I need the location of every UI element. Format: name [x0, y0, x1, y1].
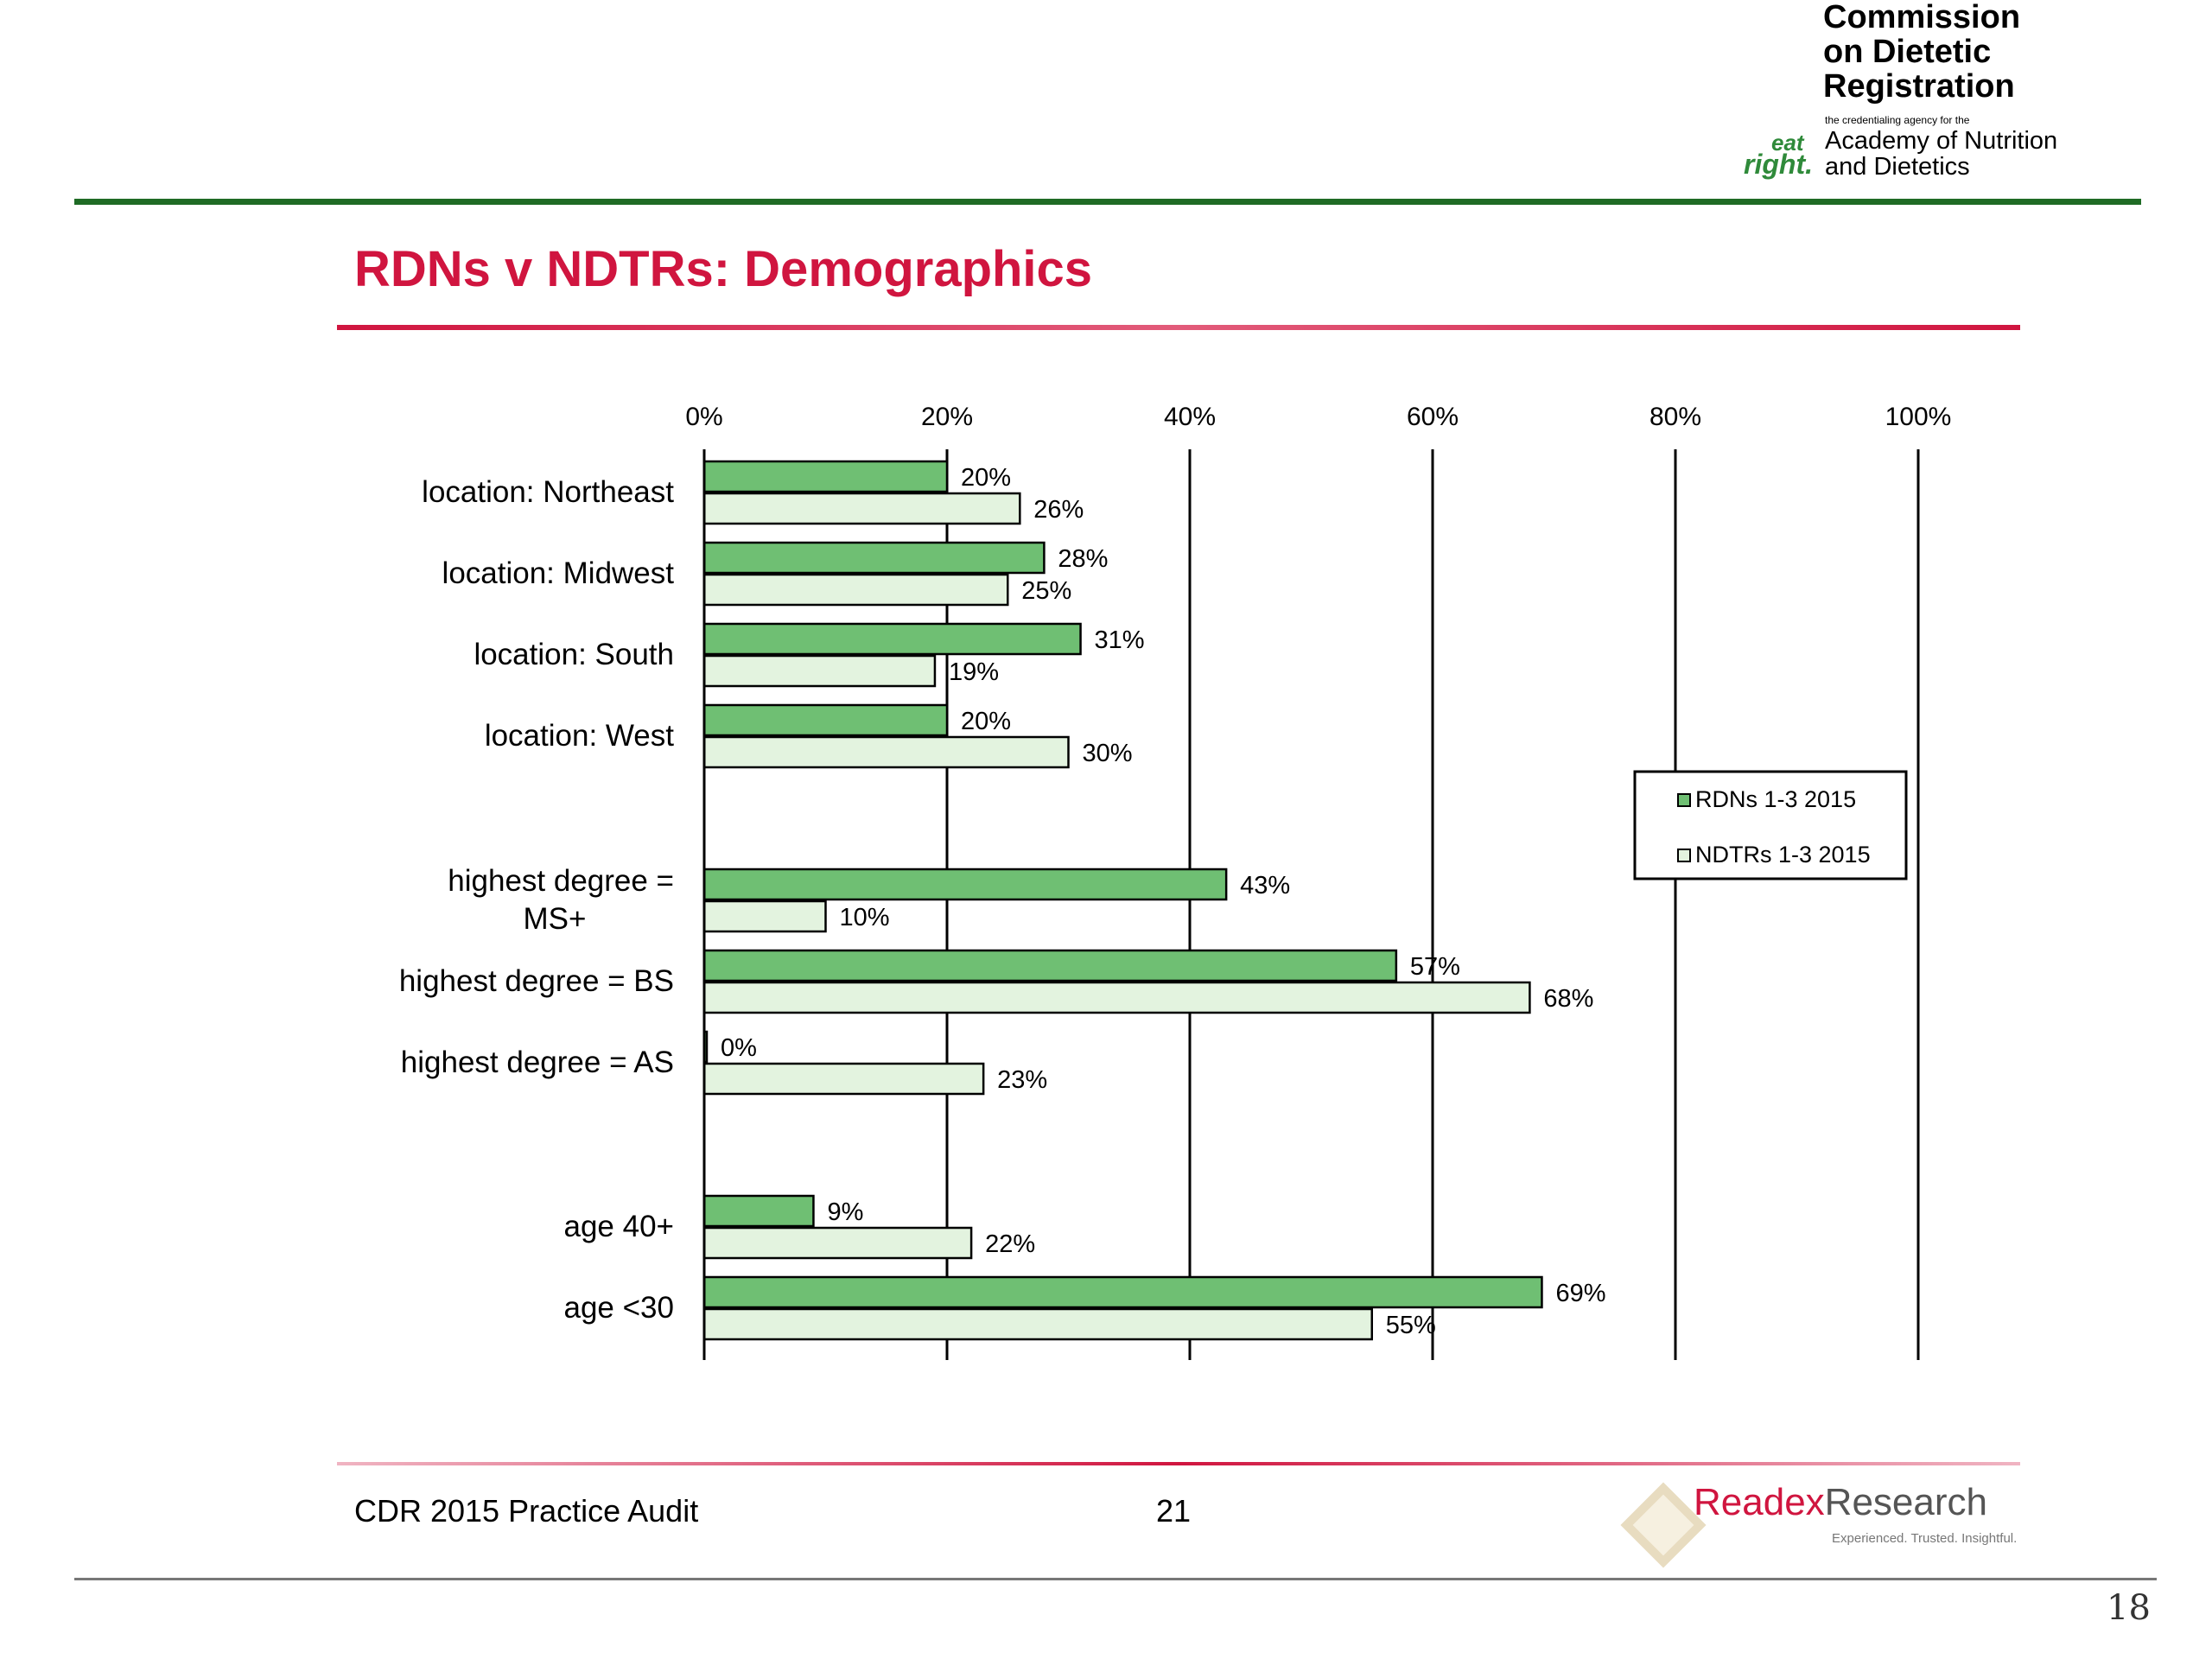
rdn-bar [702, 1194, 815, 1228]
readex-word-1: Readex [1694, 1481, 1825, 1523]
ndtr-bar [702, 981, 1531, 1014]
ndtr-bar [702, 573, 1009, 607]
logo-line-2: on Dietetic [1823, 34, 1992, 70]
readex-tagline: Experienced. Trusted. Insightful. [1832, 1531, 2018, 1546]
data-label: 9% [827, 1198, 863, 1226]
bottom-rule [74, 1578, 2157, 1580]
rdn-bar [702, 541, 1046, 575]
slide-number: 18 [2107, 1588, 2151, 1628]
ndtr-bar [702, 1062, 985, 1096]
legend-swatch [1677, 849, 1691, 862]
cdr-logo: Commission on Dietetic Registration the … [1737, 0, 2117, 190]
category-label: MS+ [524, 902, 587, 936]
data-label: 20% [961, 708, 1011, 735]
ndtr-bar [702, 654, 937, 688]
footer-rule [337, 1462, 2020, 1465]
rdn-bar [702, 622, 1082, 656]
readex-logo: ReadexResearch Experienced. Trusted. Ins… [1620, 1478, 2022, 1573]
ndtr-bar [702, 735, 1070, 769]
category-label: location: Midwest [442, 556, 675, 590]
rdn-bar [702, 949, 1398, 982]
category-label: location: South [474, 638, 674, 671]
readex-word-2: Research [1824, 1481, 1987, 1523]
x-tick-label: 40% [1164, 403, 1216, 431]
logo-line-3: Registration [1823, 68, 2015, 105]
data-label: 25% [1021, 577, 1071, 605]
academy-line-1: Academy of Nutrition [1825, 127, 2058, 155]
data-label: 68% [1543, 985, 1593, 1013]
category-label: highest degree = AS [401, 1046, 674, 1079]
rdn-bar [702, 703, 949, 737]
x-tick-label: 80% [1649, 403, 1701, 431]
category-label: location: West [485, 719, 674, 753]
category-label: age 40+ [564, 1210, 675, 1243]
logo-line-1: Commission [1823, 0, 2021, 35]
footer-page-number: 21 [1156, 1493, 1192, 1529]
data-label: 57% [1410, 953, 1460, 981]
top-green-rule [74, 199, 2141, 205]
rdn-bar [702, 868, 1228, 901]
data-label: 22% [985, 1230, 1035, 1258]
category-label: highest degree = [448, 864, 674, 898]
slide-title: RDNs v NDTRs: Demographics [354, 241, 1093, 297]
category-label: location: Northeast [422, 475, 674, 509]
data-label: 30% [1083, 740, 1133, 767]
rdn-bar [702, 1275, 1543, 1309]
legend-swatch [1677, 793, 1691, 807]
data-label: 23% [997, 1066, 1047, 1094]
ndtr-bar [702, 492, 1021, 525]
data-label: 26% [1033, 496, 1084, 524]
bar-chart: 0% 20% 40% 60% 80% 100% location: Northeast 20%… [399, 403, 1952, 1360]
readex-wordmark: ReadexResearch [1694, 1481, 1987, 1524]
data-label: 10% [840, 904, 890, 931]
data-label: 69% [1555, 1280, 1605, 1307]
eat-right-logo-right: right. [1744, 149, 1813, 180]
footer-text: CDR 2015 Practice Audit [354, 1493, 699, 1529]
ndtr-bar [702, 899, 827, 933]
data-label: 20% [961, 464, 1011, 492]
category-label: highest degree = BS [399, 964, 674, 998]
legend-entry: NDTRs 1-3 2015 [1695, 842, 1871, 868]
logo-tagline: the credentialing agency for the [1825, 114, 1970, 126]
category-label: age <30 [564, 1291, 675, 1325]
data-label: 28% [1058, 545, 1108, 573]
data-label: 31% [1095, 626, 1145, 654]
x-tick-label: 20% [921, 403, 973, 431]
title-underline [337, 325, 2020, 330]
ndtr-bar [702, 1307, 1373, 1341]
legend-entry: RDNs 1-3 2015 [1695, 786, 1856, 812]
academy-line-2: and Dietetics [1825, 153, 1970, 181]
x-tick-label: 100% [1885, 403, 1952, 431]
x-tick-label: 0% [685, 403, 722, 431]
ndtr-bar [702, 1226, 973, 1260]
data-label: 43% [1240, 872, 1290, 899]
data-label: 0% [721, 1034, 757, 1062]
eat-right-logo-eat: eat [1771, 130, 1804, 156]
rdn-bar [702, 460, 949, 493]
x-tick-label: 60% [1407, 403, 1459, 431]
data-label: 19% [949, 658, 999, 686]
data-label: 55% [1386, 1312, 1436, 1339]
